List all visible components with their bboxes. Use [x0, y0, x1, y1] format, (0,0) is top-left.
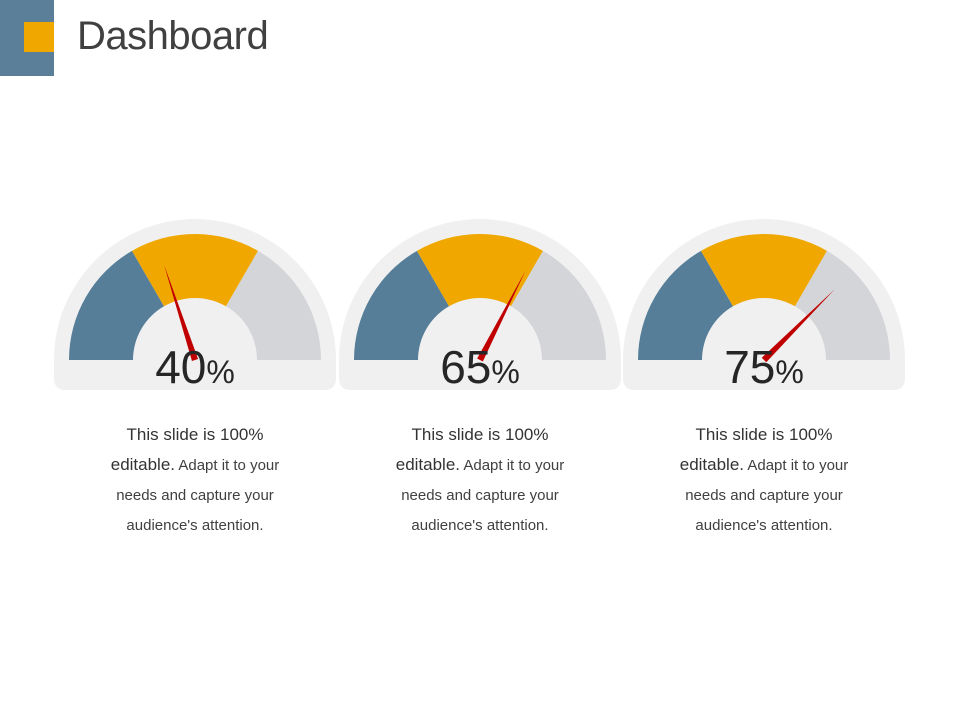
gauge-value: 75% — [621, 342, 907, 397]
gauge-segment-mid — [132, 234, 258, 307]
desc-line-2: editable. Adapt it to your — [110, 455, 280, 474]
gauge-card: 75% This slide is 100% editable. Adapt i… — [621, 218, 907, 558]
gauge-segment-low — [69, 250, 164, 360]
gauge-description: This slide is 100% editable. Adapt it to… — [52, 420, 338, 541]
gauge-needle — [477, 270, 526, 362]
gauge-dial — [339, 219, 621, 390]
gauge-segment-high — [795, 250, 890, 360]
desc-line-4: audience's attention. — [411, 517, 549, 534]
gauge-description: This slide is 100% editable. Adapt it to… — [621, 420, 907, 541]
desc-line-3: needs and capture your — [116, 487, 274, 504]
gauge-segment-high — [226, 250, 321, 360]
slide-title: Dashboard — [77, 14, 269, 58]
gauge-description: This slide is 100% editable. Adapt it to… — [337, 420, 623, 541]
gauge-needle — [164, 264, 199, 361]
gauge-value-number: 40 — [155, 341, 207, 393]
gauge-card: 65% This slide is 100% editable. Adapt i… — [337, 218, 623, 558]
desc-line-3: needs and capture your — [685, 487, 843, 504]
gauge-value-unit: % — [491, 354, 520, 390]
desc-line-2: editable. Adapt it to your — [679, 455, 849, 474]
gauge-value-unit: % — [775, 354, 804, 390]
gauge-dial — [623, 219, 905, 390]
gauge-value: 40% — [52, 342, 338, 397]
desc-line-1: This slide is 100% — [695, 425, 833, 444]
desc-line-4: audience's attention. — [126, 517, 264, 534]
gauge-needle — [761, 289, 835, 363]
desc-line-1: This slide is 100% — [411, 425, 549, 444]
gauge-segment-mid — [417, 234, 543, 307]
gauge-card: 40% This slide is 100% editable. Adapt i… — [52, 218, 338, 558]
gauge-segment-low — [354, 250, 449, 360]
desc-line-1: This slide is 100% — [126, 425, 264, 444]
gauge-segment-high — [511, 250, 606, 360]
gauge-value-number: 75 — [724, 341, 776, 393]
gauge-value-unit: % — [206, 354, 235, 390]
gauge-value-number: 65 — [440, 341, 492, 393]
gauge-dial — [54, 219, 336, 390]
gauge-segment-low — [638, 250, 733, 360]
corner-accent-square — [24, 22, 54, 52]
desc-line-4: audience's attention. — [695, 517, 833, 534]
gauge-segment-mid — [701, 234, 827, 307]
gauge-value: 65% — [337, 342, 623, 397]
desc-line-2: editable. Adapt it to your — [395, 455, 565, 474]
desc-line-3: needs and capture your — [401, 487, 559, 504]
